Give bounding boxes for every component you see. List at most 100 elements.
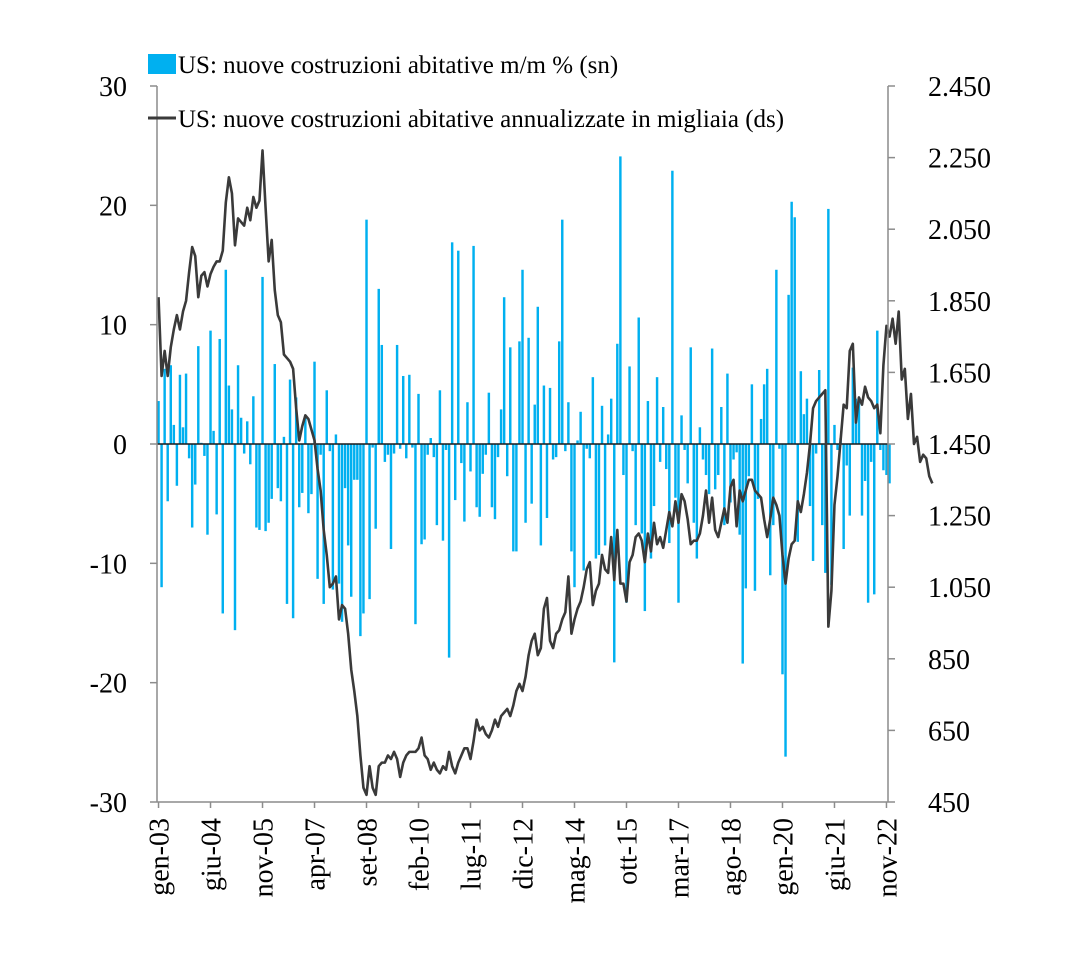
bar xyxy=(331,444,335,590)
bar xyxy=(282,436,286,444)
bar xyxy=(848,444,851,516)
x-tick-label: ott-15 xyxy=(613,818,644,885)
bar xyxy=(209,330,212,444)
bar xyxy=(567,402,570,444)
bar xyxy=(600,405,604,444)
bar xyxy=(481,444,484,474)
bar xyxy=(646,401,650,444)
bar xyxy=(579,411,582,444)
bar xyxy=(310,444,313,495)
bar xyxy=(377,288,380,444)
bar xyxy=(340,444,344,622)
bar xyxy=(793,217,796,444)
bar xyxy=(814,444,818,454)
bar xyxy=(270,444,273,499)
bar xyxy=(634,444,637,526)
bar xyxy=(469,444,472,472)
bar xyxy=(640,444,644,534)
bar xyxy=(658,444,662,462)
bar xyxy=(732,444,735,460)
bar xyxy=(218,338,221,444)
bar xyxy=(380,344,384,444)
bar xyxy=(787,294,790,444)
bar xyxy=(661,407,665,444)
bar xyxy=(857,399,861,444)
bar xyxy=(588,444,592,459)
right-tick-label: 1.050 xyxy=(928,573,991,604)
bar xyxy=(704,444,708,476)
bar xyxy=(371,444,374,448)
bar xyxy=(233,444,237,631)
bar xyxy=(460,444,463,464)
bar xyxy=(729,444,732,503)
x-tick-label: gen-20 xyxy=(769,818,800,896)
bar xyxy=(735,444,738,453)
bar xyxy=(417,393,420,444)
bar xyxy=(215,444,218,515)
bar xyxy=(487,392,491,444)
x-tick-label: feb-10 xyxy=(405,818,436,891)
bar xyxy=(178,374,182,444)
bar xyxy=(671,170,674,445)
bar xyxy=(346,444,350,546)
bar xyxy=(869,444,873,462)
bar xyxy=(447,444,451,658)
bar xyxy=(374,444,377,529)
bar xyxy=(570,444,573,552)
line-path xyxy=(157,149,934,797)
bar xyxy=(680,415,683,444)
left-tick-label: 10 xyxy=(99,311,127,342)
x-tick-label: mar-17 xyxy=(665,818,696,898)
bar xyxy=(350,444,353,597)
bar xyxy=(830,444,833,585)
bar xyxy=(594,444,598,559)
bar xyxy=(502,297,506,444)
bar xyxy=(713,444,717,490)
bar xyxy=(426,444,429,455)
bar xyxy=(227,385,231,444)
bar xyxy=(392,444,396,454)
bar xyxy=(536,306,540,444)
bar xyxy=(291,444,295,619)
bar xyxy=(652,444,656,507)
x-tick-label: nov-22 xyxy=(873,818,904,897)
left-axis-ticks: 30 20 10 0 -10 -20 -30 xyxy=(90,72,157,819)
bar xyxy=(860,444,864,516)
x-tick-label: giu-04 xyxy=(197,818,228,891)
left-tick-label: -30 xyxy=(90,788,127,819)
bar xyxy=(863,444,867,481)
bar xyxy=(545,444,549,518)
bar xyxy=(414,444,417,625)
bar xyxy=(365,219,368,444)
bar xyxy=(301,444,304,493)
bar xyxy=(539,444,543,546)
bar xyxy=(762,384,766,444)
bar xyxy=(778,444,781,449)
bar xyxy=(184,373,188,444)
bar xyxy=(252,396,255,444)
bar xyxy=(821,444,824,526)
bar xyxy=(453,444,457,501)
bar xyxy=(408,374,411,444)
bar xyxy=(643,444,647,612)
right-tick-label: 450 xyxy=(928,788,970,819)
bar xyxy=(824,444,827,573)
left-tick-label: 30 xyxy=(99,72,127,103)
bar xyxy=(163,368,166,444)
bar xyxy=(325,390,328,444)
bar xyxy=(405,444,408,459)
bar xyxy=(603,444,607,546)
bar xyxy=(772,444,775,526)
bar xyxy=(509,347,512,444)
bar xyxy=(692,444,696,523)
bar xyxy=(411,444,414,448)
bar xyxy=(505,444,509,477)
bar xyxy=(337,444,341,584)
bar xyxy=(175,444,179,486)
right-axis-ticks: 2.450 2.250 2.050 1.850 1.650 1.450 1.250 1.050… xyxy=(888,72,991,819)
bar xyxy=(876,330,879,444)
bar xyxy=(649,444,653,559)
bar xyxy=(457,250,460,444)
bar xyxy=(475,444,478,508)
x-tick-label: apr-07 xyxy=(301,818,332,891)
